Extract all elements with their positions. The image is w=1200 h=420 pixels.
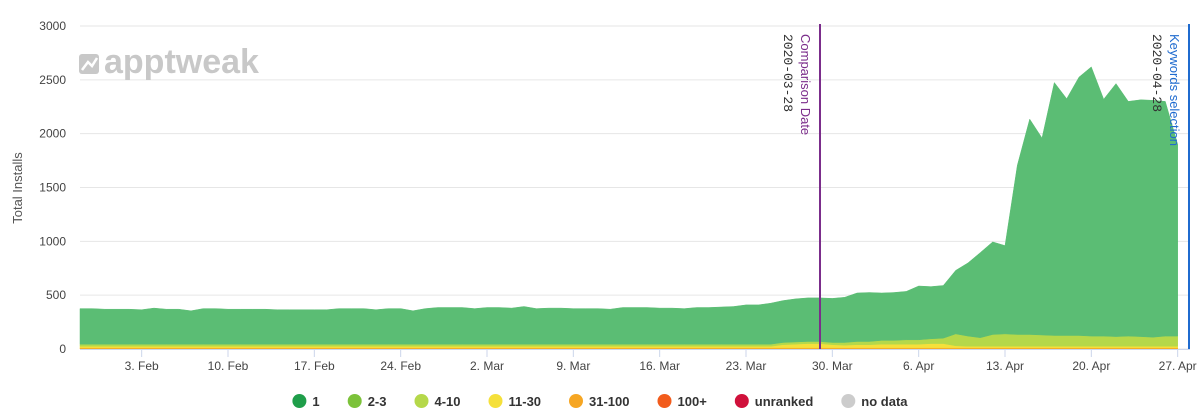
x-tick-label: 16. Mar [639, 359, 680, 373]
legend-label: no data [861, 394, 908, 409]
y-tick-label: 3000 [39, 19, 66, 33]
x-tick-label: 23. Mar [726, 359, 767, 373]
legend-swatch [569, 394, 583, 408]
legend-item-no data[interactable]: no data [841, 394, 908, 409]
legend-swatch [734, 394, 749, 408]
x-tick-label: 13. Apr [986, 359, 1024, 373]
x-tick-label: 3. Feb [125, 359, 159, 373]
legend-item-unranked[interactable]: unranked [734, 394, 814, 409]
area-series-1 [79, 66, 1178, 345]
legend[interactable]: 1 2-3 4-10 11-30 31-100 100+ unranked no data [292, 394, 908, 409]
legend-item-11-30[interactable]: 11-30 [488, 394, 542, 409]
legend-swatch [414, 394, 429, 408]
x-tick-label: 6. Apr [903, 359, 934, 373]
legend-item-1[interactable]: 1 [292, 394, 320, 409]
marker-label: Keywords selection [1167, 34, 1182, 146]
legend-label: 31-100 [589, 394, 629, 409]
y-axis-title: Total Installs [10, 152, 25, 224]
apptweak-logo-icon [79, 54, 99, 74]
gridlines [80, 25, 1190, 350]
legend-swatch [841, 394, 856, 408]
y-tick-label: 1000 [39, 234, 66, 248]
legend-swatch [657, 394, 672, 408]
apptweak-watermark: apptweak [79, 43, 259, 81]
legend-item-100+[interactable]: 100+ [657, 394, 708, 409]
x-tick-label: 20. Apr [1072, 359, 1110, 373]
legend-swatch [347, 394, 362, 408]
x-tick-label: 24. Feb [380, 359, 421, 373]
x-tick-label: 2. Mar [470, 359, 504, 373]
x-axis: 3. Feb 10. Feb 17. Feb 24. Feb 2. Mar 9. Mar 1… [80, 349, 1197, 373]
legend-label: 2-3 [368, 394, 387, 409]
x-tick-label: 27. Apr [1159, 359, 1197, 373]
legend-item-31-100[interactable]: 31-100 [569, 394, 629, 409]
legend-label: 100+ [678, 394, 708, 409]
legend-label: 11-30 [509, 394, 542, 409]
x-tick-label: 9. Mar [556, 359, 590, 373]
series-areas [79, 66, 1178, 350]
y-tick-label: 0 [59, 342, 66, 356]
legend-label: unranked [755, 394, 814, 409]
marker-label: Comparison Date [798, 34, 813, 135]
legend-swatch [292, 394, 307, 408]
x-tick-label: 30. Mar [812, 359, 853, 373]
legend-label: 4-10 [435, 394, 461, 409]
y-tick-label: 2000 [39, 127, 66, 141]
legend-swatch [488, 394, 503, 408]
x-tick-label: 10. Feb [208, 359, 249, 373]
watermark-text: apptweak [104, 43, 259, 81]
x-tick-label: 17. Feb [294, 359, 335, 373]
y-tick-label: 1500 [39, 181, 66, 195]
marker-date: 2020-04-28 [1149, 34, 1164, 112]
legend-label: 1 [312, 394, 319, 409]
marker-date: 2020-03-28 [780, 34, 795, 112]
legend-item-2-3[interactable]: 2-3 [347, 394, 387, 409]
legend-item-4-10[interactable]: 4-10 [414, 394, 461, 409]
y-axis: 0 500 1000 1500 2000 2500 3000 [39, 19, 66, 356]
y-tick-label: 500 [46, 288, 66, 302]
y-tick-label: 2500 [39, 73, 66, 87]
